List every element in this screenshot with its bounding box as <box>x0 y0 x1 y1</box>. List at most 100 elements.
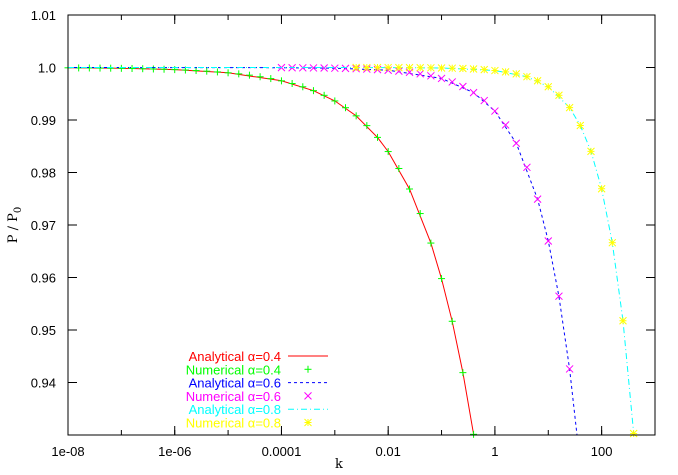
data-point-numerical-0-8 <box>597 184 606 193</box>
data-point-numerical-0-8-stroke <box>523 72 531 81</box>
data-point-numerical-0-8-stroke <box>362 63 371 72</box>
data-point-numerical-0-6-stroke <box>395 67 403 75</box>
data-point-numerical-0-8 <box>533 76 542 85</box>
data-point-numerical-0-8 <box>352 63 361 72</box>
data-point-numerical-0-4 <box>309 87 317 95</box>
data-point-numerical-0-8 <box>587 147 595 156</box>
data-point-numerical-0-8 <box>512 69 521 78</box>
data-point-numerical-0-4 <box>203 67 211 75</box>
data-point-numerical-0-6 <box>480 96 489 105</box>
data-point-numerical-0-6 <box>395 67 403 75</box>
data-point-numerical-0-6 <box>437 74 446 83</box>
data-point-numerical-0-4 <box>245 71 253 79</box>
data-point-numerical-0-4 <box>117 64 125 72</box>
data-point-numerical-0-6-stroke <box>523 163 531 172</box>
data-point-numerical-0-4 <box>256 73 264 81</box>
data-point-numerical-0-8 <box>565 103 574 112</box>
data-point-numerical-0-6-stroke <box>309 64 318 72</box>
data-point-numerical-0-8-stroke <box>619 316 627 325</box>
y-tick-label: 0.98 <box>31 166 56 181</box>
data-point-numerical-0-8 <box>544 82 553 91</box>
data-point-numerical-0-6 <box>491 107 499 115</box>
y-tick-label: 0.99 <box>31 113 56 128</box>
y-tick-label: 0.94 <box>31 376 56 391</box>
data-point-numerical-0-8-stroke <box>416 63 425 72</box>
data-point-numerical-0-4 <box>448 317 456 325</box>
data-point-numerical-0-8 <box>362 63 371 72</box>
data-point-numerical-0-8 <box>405 63 414 72</box>
data-point-numerical-0-8-stroke <box>576 121 585 130</box>
x-axis-label: k <box>335 457 343 472</box>
data-point-numerical-0-6 <box>341 64 350 73</box>
y-tick-label: 1.01 <box>31 8 56 23</box>
data-point-numerical-0-8 <box>629 429 638 438</box>
data-point-numerical-0-6 <box>309 64 318 72</box>
x-tick-label: 1 <box>491 444 498 459</box>
legend-label-analytical-0-8: Analytical α=0.8 <box>189 402 281 417</box>
data-point-numerical-0-8-stroke <box>459 64 467 73</box>
data-point-numerical-0-8-stroke <box>501 68 510 76</box>
data-point-numerical-0-4 <box>107 64 115 72</box>
plot-frame <box>67 14 656 436</box>
data-point-numerical-0-8 <box>395 63 403 72</box>
data-point-numerical-0-6-stroke <box>533 195 542 203</box>
data-point-numerical-0-6-stroke <box>469 88 478 97</box>
data-point-numerical-0-8-stroke <box>405 63 414 72</box>
data-point-numerical-0-8 <box>491 66 499 75</box>
data-point-numerical-0-4 <box>406 185 414 193</box>
data-point-numerical-0-4 <box>341 104 349 112</box>
data-point-numerical-0-8 <box>555 91 563 100</box>
x-tick-label: 0.01 <box>376 444 401 459</box>
data-point-numerical-0-6 <box>501 121 510 129</box>
data-point-numerical-0-8 <box>576 121 585 130</box>
data-point-numerical-0-4 <box>395 165 403 173</box>
x-tick-label: 0.0001 <box>262 444 302 459</box>
plot-series <box>64 63 638 438</box>
data-point-numerical-0-8-stroke <box>512 69 521 78</box>
axis-ticks: 1e-08 1e-06 0.0001 0.01 1 100 0.94 0.95 0.96 0.97… <box>31 8 656 459</box>
data-point-numerical-0-4 <box>277 77 285 85</box>
data-point-numerical-0-4 <box>160 65 168 73</box>
data-point-numerical-0-6-stroke <box>341 64 350 73</box>
data-point-numerical-0-4 <box>299 83 307 91</box>
data-point-numerical-0-8-stroke <box>427 63 435 72</box>
data-point-numerical-0-8 <box>501 68 510 76</box>
y-tick-label: 0.95 <box>31 323 56 338</box>
data-point-numerical-0-8 <box>480 65 489 74</box>
data-point-numerical-0-8 <box>608 238 617 247</box>
data-point-numerical-0-8-stroke <box>565 103 574 112</box>
data-point-numerical-0-8-stroke <box>469 65 478 73</box>
data-point-numerical-0-4 <box>224 69 232 77</box>
data-point-numerical-0-6-stroke <box>480 96 489 105</box>
data-point-numerical-0-6 <box>512 139 521 148</box>
data-point-numerical-0-6 <box>469 88 478 97</box>
y-tick-label: 0.96 <box>31 271 56 286</box>
data-point-numerical-0-8-stroke <box>629 429 638 438</box>
data-point-numerical-0-4 <box>128 64 136 72</box>
data-point-numerical-0-8-stroke <box>373 63 382 72</box>
data-point-numerical-0-4 <box>352 112 360 120</box>
data-point-numerical-0-8 <box>448 64 457 73</box>
data-point-numerical-0-8 <box>384 63 393 72</box>
data-point-numerical-0-6-stroke <box>512 139 521 148</box>
data-point-numerical-0-6-stroke <box>501 121 510 129</box>
data-point-numerical-0-8-stroke <box>384 63 393 72</box>
legend-sample-numerical-0-8-stroke <box>304 418 312 427</box>
data-point-numerical-0-4 <box>267 75 275 83</box>
data-point-numerical-0-8-stroke <box>555 91 563 100</box>
data-point-numerical-0-8 <box>469 65 478 73</box>
data-point-numerical-0-6-stroke <box>555 292 563 301</box>
data-point-numerical-0-6-stroke <box>544 237 553 245</box>
data-point-numerical-0-6-stroke <box>437 74 446 83</box>
data-point-numerical-0-4 <box>438 275 446 283</box>
legend-sample-numerical-0-4 <box>304 365 312 373</box>
data-point-numerical-0-6 <box>427 71 435 80</box>
x-tick-label: 1e-06 <box>158 444 191 459</box>
data-point-numerical-0-4 <box>149 65 157 73</box>
data-point-numerical-0-6-stroke <box>330 64 339 73</box>
data-point-numerical-0-6 <box>555 292 563 301</box>
data-point-numerical-0-6 <box>523 163 531 172</box>
data-point-numerical-0-6-stroke <box>427 71 435 80</box>
y-tick-label: 1.0 <box>38 61 56 76</box>
